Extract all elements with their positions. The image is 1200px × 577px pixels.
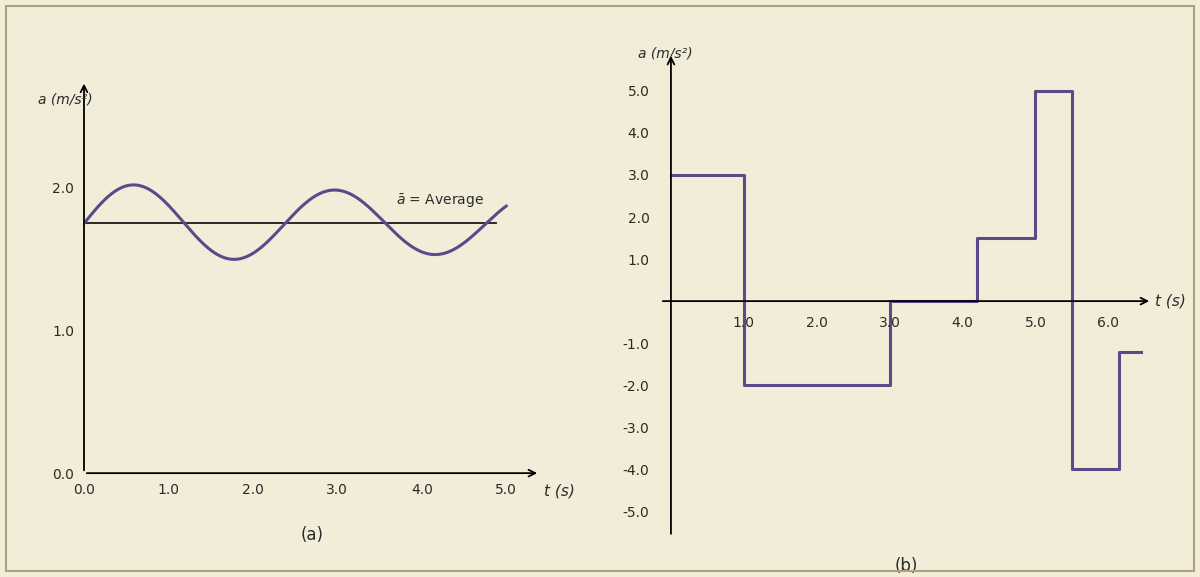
Text: $\bar{a}$ = Average: $\bar{a}$ = Average — [396, 192, 485, 210]
Text: t (s): t (s) — [1154, 294, 1186, 309]
Text: 3.0: 3.0 — [878, 316, 900, 330]
Text: 5.0: 5.0 — [1025, 316, 1046, 330]
Text: 1.0: 1.0 — [733, 316, 755, 330]
Text: 4.0: 4.0 — [952, 316, 973, 330]
Text: t (s): t (s) — [545, 483, 575, 498]
Text: a (m/s²): a (m/s²) — [638, 47, 692, 61]
Text: a (m/s²): a (m/s²) — [37, 92, 92, 107]
Text: (b): (b) — [894, 557, 918, 575]
Text: (a): (a) — [300, 526, 324, 544]
Text: 2.0: 2.0 — [805, 316, 828, 330]
Text: 6.0: 6.0 — [1097, 316, 1120, 330]
